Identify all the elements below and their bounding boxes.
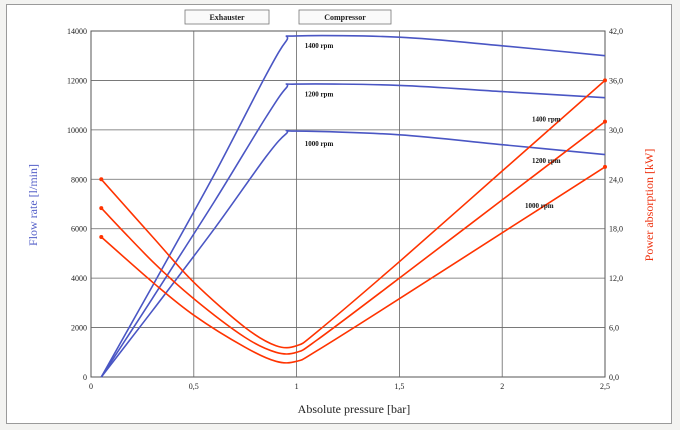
grid xyxy=(90,30,606,378)
curve-label-flow-1400-rpm: 1400 rpm xyxy=(305,42,334,50)
y-tick-label-left: 10000 xyxy=(67,126,87,135)
y-tick-label-right: 6,0 xyxy=(609,324,619,333)
y-tick-label-left: 8000 xyxy=(71,175,87,184)
mode-label-compressor: Compressor xyxy=(324,13,366,22)
y-axis-title-right: Power absorption [kW] xyxy=(642,149,656,262)
plot-area xyxy=(90,30,606,378)
x-tick-label: 2,5 xyxy=(600,382,610,391)
y-tick-label-right: 12,0 xyxy=(609,274,623,283)
flow-curve-1000-rpm xyxy=(100,129,606,378)
x-tick-label: 2 xyxy=(500,382,504,391)
y-tick-label-left: 6000 xyxy=(71,225,87,234)
curve-label-power-1000-rpm: 1000 rpm xyxy=(525,202,554,210)
y-tick-label-right: 24,0 xyxy=(609,175,623,184)
power-curve-end-marker xyxy=(99,177,104,182)
mode-box-exhauster: Exhauster xyxy=(184,9,270,25)
y-tick-label-left: 2000 xyxy=(71,324,87,333)
x-tick-label: 1 xyxy=(295,382,299,391)
flow-curve-1200-rpm xyxy=(100,83,606,378)
flow-power-chart: 0 0,5 1 1,5 2 2,5 0 2000 4000 6000 8000 10000 12000 1… xyxy=(26,9,656,416)
y-tick-label-right: 30,0 xyxy=(609,126,623,135)
y-tick-label-right: 42,0 xyxy=(609,27,623,36)
x-axis-title: Absolute pressure [bar] xyxy=(298,402,411,416)
power-curve-end-marker xyxy=(603,164,607,169)
y-tick-label-right: 0,0 xyxy=(609,373,619,382)
y-tick-label-left: 0 xyxy=(83,373,87,382)
power-curve-end-marker xyxy=(603,119,607,124)
power-curve-end-marker xyxy=(99,206,104,211)
power-curve-1000-rpm xyxy=(100,166,606,364)
x-tick-label: 0,5 xyxy=(189,382,199,391)
x-tick-label: 1,5 xyxy=(394,382,404,391)
power-curve-1200-rpm xyxy=(100,120,606,355)
mode-box-compressor: Compressor xyxy=(298,9,392,25)
curve-label-flow-1000-rpm: 1000 rpm xyxy=(305,140,334,148)
power-curve-1400-rpm xyxy=(100,79,606,349)
y-tick-label-left: 12000 xyxy=(67,76,87,85)
chart-frame: 0 0,5 1 1,5 2 2,5 0 2000 4000 6000 8000 10000 12000 1… xyxy=(6,4,672,424)
y-tick-label-left: 14000 xyxy=(67,27,87,36)
power-curve-end-marker xyxy=(99,234,104,239)
x-tick-label: 0 xyxy=(89,382,93,391)
y-tick-label-right: 36,0 xyxy=(609,76,623,85)
power-curve-end-marker xyxy=(603,78,607,83)
curve-label-flow-1200-rpm: 1200 rpm xyxy=(305,90,334,98)
flow-curve-1400-rpm xyxy=(100,34,606,378)
y-axis-title-left: Flow rate [l/min] xyxy=(26,164,40,246)
curves xyxy=(99,34,607,378)
curve-labels: 1400 rpm 1200 rpm 1000 rpm 1400 rpm 1200 rpm… xyxy=(305,42,561,210)
mode-label-exhauster: Exhauster xyxy=(209,13,245,22)
y-tick-label-right: 18,0 xyxy=(609,225,623,234)
tick-labels: 0 0,5 1 1,5 2 2,5 0 2000 4000 6000 8000 10000 12000 1… xyxy=(67,27,623,391)
curve-label-power-1200-rpm: 1200 rpm xyxy=(532,157,561,165)
curve-label-power-1400-rpm: 1400 rpm xyxy=(532,116,561,124)
y-tick-label-left: 4000 xyxy=(71,274,87,283)
